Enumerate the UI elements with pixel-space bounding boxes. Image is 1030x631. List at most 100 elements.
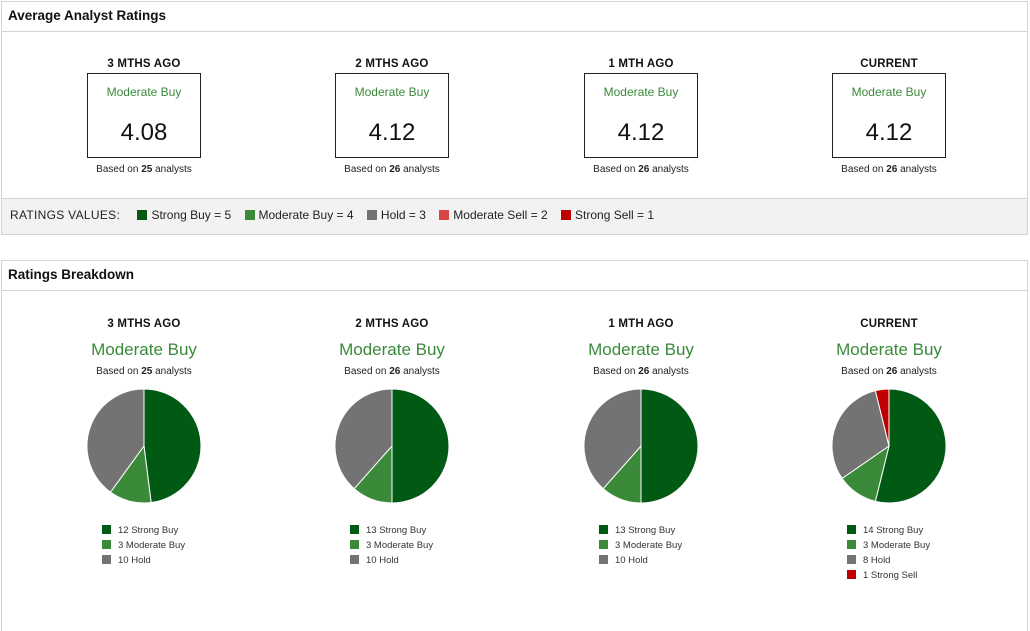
analyst-count: 26	[886, 366, 898, 377]
color-swatch	[847, 555, 856, 564]
rating-box: Moderate Buy 4.12	[832, 73, 946, 158]
rating-label: Moderate Buy	[851, 85, 927, 99]
average-analyst-ratings-panel: Average Analyst Ratings 3 MTHS AGO Moder…	[1, 1, 1028, 235]
rating-value: 4.12	[368, 119, 416, 146]
rating-label: Moderate Buy	[354, 85, 430, 99]
analyst-count: 26	[886, 164, 898, 175]
based-on-text: Based on 25 analysts	[96, 164, 192, 175]
based-on-text: Based on 26 analysts	[593, 366, 689, 377]
analyst-count: 26	[638, 164, 650, 175]
color-swatch	[599, 525, 608, 534]
analyst-count: 26	[389, 366, 401, 377]
pie-slice-strong-buy	[640, 388, 699, 504]
ratings-pie-chart	[86, 388, 202, 504]
rating-box: Moderate Buy 4.08	[87, 73, 201, 158]
ratings-value-strong-buy: Strong Buy = 5	[137, 208, 231, 222]
legend-item: 14 Strong Buy	[847, 523, 930, 538]
color-swatch	[599, 555, 608, 564]
color-swatch	[350, 540, 359, 549]
rating-value: 4.08	[120, 119, 168, 146]
ratings-value-hold: Hold = 3	[366, 208, 426, 222]
color-swatch	[847, 570, 856, 579]
legend-item: 3 Moderate Buy	[847, 538, 930, 553]
rating-label: Moderate Buy	[106, 85, 182, 99]
analyst-count: 25	[141, 164, 153, 175]
color-swatch	[137, 210, 148, 220]
avg-column-current: CURRENT Moderate Buy 4.12 Based on 26 an…	[809, 58, 969, 175]
color-swatch	[350, 555, 359, 564]
pie-slice-hold	[86, 388, 145, 493]
analyst-count: 25	[141, 366, 153, 377]
color-swatch	[102, 525, 111, 534]
period-label: 3 MTHS AGO	[107, 58, 181, 70]
ratings-pie-chart	[334, 388, 450, 504]
breakdown-column-2-months-ago: 2 MTHS AGO Moderate Buy Based on 26 anal…	[292, 318, 492, 566]
pie-legend: 13 Strong Buy 3 Moderate Buy 10 Hold	[350, 523, 433, 568]
breakdown-column-3-months-ago: 3 MTHS AGO Moderate Buy Based on 25 anal…	[44, 318, 244, 566]
rating-value: 4.12	[865, 119, 913, 146]
color-swatch	[599, 540, 608, 549]
analyst-count: 26	[638, 366, 650, 377]
panel-title: Average Analyst Ratings	[2, 2, 1027, 32]
legend-item: 3 Moderate Buy	[599, 538, 682, 553]
period-label: CURRENT	[860, 318, 918, 330]
breakdown-column-current: CURRENT Moderate Buy Based on 26 analyst…	[789, 318, 989, 581]
pie-slice-hold	[334, 388, 393, 490]
color-swatch	[847, 540, 856, 549]
pie-slice-strong-buy	[143, 388, 202, 504]
breakdown-column-1-month-ago: 1 MTH AGO Moderate Buy Based on 26 analy…	[541, 318, 741, 566]
legend-item: 13 Strong Buy	[350, 523, 433, 538]
rating-value: 4.12	[617, 119, 665, 146]
pie-slice-strong-sell	[874, 388, 890, 447]
analyst-count: 26	[389, 164, 401, 175]
consensus-rating: Moderate Buy	[91, 340, 197, 359]
period-label: 2 MTHS AGO	[355, 58, 429, 70]
based-on-text: Based on 26 analysts	[344, 164, 440, 175]
pie-slice-strong-buy	[874, 388, 947, 504]
legend-item: 12 Strong Buy	[102, 523, 185, 538]
period-label: 1 MTH AGO	[608, 58, 674, 70]
rating-box: Moderate Buy 4.12	[335, 73, 449, 158]
based-on-text: Based on 26 analysts	[344, 366, 440, 377]
period-label: CURRENT	[860, 58, 918, 70]
pie-slice-hold	[583, 388, 642, 490]
based-on-text: Based on 26 analysts	[841, 366, 937, 377]
legend-item: 3 Moderate Buy	[350, 538, 433, 553]
based-on-text: Based on 26 analysts	[841, 164, 937, 175]
consensus-rating: Moderate Buy	[339, 340, 445, 359]
color-swatch	[244, 210, 255, 220]
legend-item: 8 Hold	[847, 553, 930, 568]
rating-box: Moderate Buy 4.12	[584, 73, 698, 158]
period-label: 1 MTH AGO	[608, 318, 674, 330]
ratings-values-bar: RATINGS VALUES: Strong Buy = 5 Moderate …	[2, 198, 1027, 234]
rating-label: Moderate Buy	[603, 85, 679, 99]
based-on-text: Based on 25 analysts	[96, 366, 192, 377]
ratings-value-moderate-sell: Moderate Sell = 2	[439, 208, 548, 222]
color-swatch	[102, 540, 111, 549]
pie-slice-hold	[831, 390, 890, 480]
period-label: 3 MTHS AGO	[107, 318, 181, 330]
pie-legend: 14 Strong Buy 3 Moderate Buy 8 Hold 1 St…	[847, 523, 930, 583]
color-swatch	[847, 525, 856, 534]
legend-item: 10 Hold	[102, 553, 185, 568]
legend-item: 13 Strong Buy	[599, 523, 682, 538]
legend-item: 10 Hold	[599, 553, 682, 568]
ratings-values-title: RATINGS VALUES:	[10, 208, 121, 222]
color-swatch	[102, 555, 111, 564]
avg-column-1-month-ago: 1 MTH AGO Moderate Buy 4.12 Based on 26 …	[561, 58, 721, 175]
legend-item: 1 Strong Sell	[847, 568, 930, 583]
ratings-breakdown-panel: Ratings Breakdown 3 MTHS AGO Moderate Bu…	[1, 260, 1028, 631]
legend-item: 3 Moderate Buy	[102, 538, 185, 553]
panel-title: Ratings Breakdown	[2, 261, 1027, 291]
color-swatch	[350, 525, 359, 534]
legend-item: 10 Hold	[350, 553, 433, 568]
ratings-pie-chart	[831, 388, 947, 504]
color-swatch	[366, 210, 377, 220]
consensus-rating: Moderate Buy	[588, 340, 694, 359]
avg-column-3-months-ago: 3 MTHS AGO Moderate Buy 4.08 Based on 25…	[64, 58, 224, 175]
period-label: 2 MTHS AGO	[355, 318, 429, 330]
pie-legend: 13 Strong Buy 3 Moderate Buy 10 Hold	[599, 523, 682, 568]
pie-legend: 12 Strong Buy 3 Moderate Buy 10 Hold	[102, 523, 185, 568]
ratings-pie-chart	[583, 388, 699, 504]
color-swatch	[439, 210, 450, 220]
